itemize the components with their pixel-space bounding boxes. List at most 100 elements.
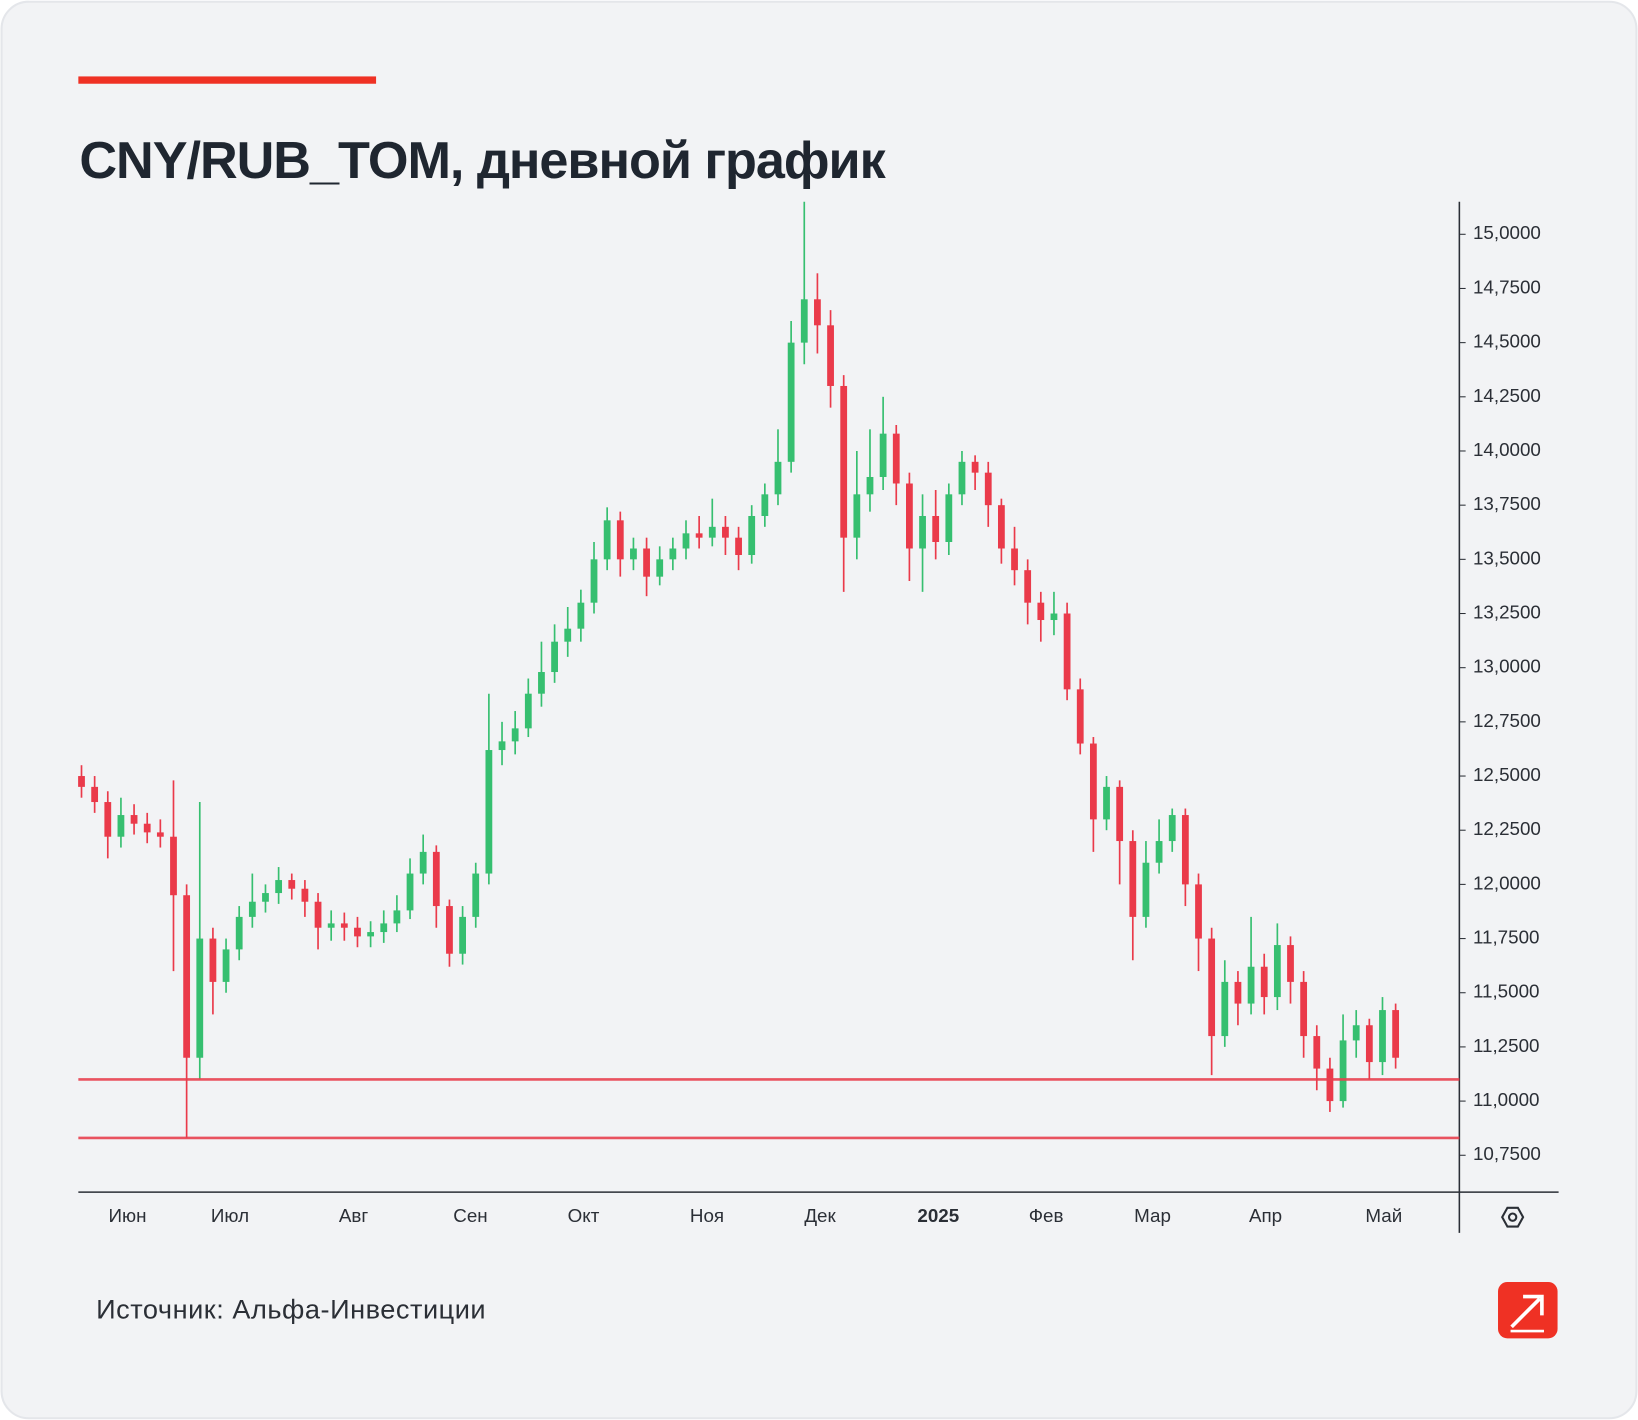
y-tick-label: 11,5000 [1473,981,1540,1002]
candle-body [1103,786,1110,820]
candle-body [406,873,414,911]
candle-body [669,548,677,560]
y-tick-label: 14,7500 [1473,276,1541,297]
candle-body [774,461,782,495]
candle-body [143,823,151,833]
candle-body [1287,945,1294,982]
y-tick-label: 12,2500 [1473,818,1541,839]
candle-body [958,461,966,495]
candle-body [367,932,375,937]
candle-body [1234,981,1242,1004]
settings-dot [1507,1212,1518,1222]
candle-body [511,728,519,742]
candles [78,201,1400,1138]
x-tick-label: Май [1365,1205,1402,1226]
candle-body [1339,1040,1347,1102]
y-tick-label: 11,2500 [1473,1035,1540,1056]
candle-body [340,923,348,928]
candle-body [656,559,664,577]
candle-body [1089,743,1097,820]
candle-body [1326,1068,1334,1102]
y-tick-label: 12,5000 [1473,764,1541,785]
candle-body [393,910,401,924]
candle-body [117,815,125,837]
logo-arrow [1510,1294,1544,1329]
candle-body [892,433,900,484]
candle-body [485,750,493,874]
candle-body [919,515,926,549]
candle-body [1352,1025,1360,1041]
y-tick-label: 12,0000 [1473,872,1541,893]
candle-body [945,494,953,543]
candle-body [590,559,598,603]
x-tick-label: Авг [339,1205,369,1226]
y-tick-label: 11,7500 [1473,927,1540,948]
candle-body [853,494,861,538]
candle-body [419,851,427,874]
candle-body [498,741,506,751]
candle-body [1195,884,1202,939]
candle-body [827,325,834,386]
candle-body [971,461,979,473]
candle-body [1392,1010,1400,1058]
candle-body [1379,1010,1386,1063]
y-tick-label: 14,2500 [1473,385,1541,406]
candle-body [997,505,1005,549]
candle-body [327,923,335,928]
x-tick-label: Апр [1249,1205,1282,1226]
candle-body [1300,981,1308,1037]
x-tick-label: Фев [1029,1205,1064,1226]
logo[interactable] [1498,1281,1558,1339]
y-tick-label: 10,7500 [1473,1143,1541,1164]
settings-icon[interactable] [1501,1206,1525,1228]
x-tick-label: Июл [211,1205,249,1226]
candle-body [1116,786,1124,842]
candle-body [1260,966,1268,998]
candle-body [682,533,690,549]
x-tick-label: Дек [804,1205,836,1226]
y-tick-label: 13,7500 [1473,493,1541,514]
candle-body [1129,841,1137,917]
candle-body [1063,613,1071,690]
candle-body [722,526,729,538]
candle-body [577,602,585,629]
candle-body [814,299,821,326]
candle-body [156,832,164,837]
candle-body [275,880,283,894]
candle-body [1142,862,1150,917]
chart-title: CNY/RUB_TOM, дневной график [79,132,886,190]
x-tick-label: 2025 [917,1205,959,1226]
candle-body [787,342,795,462]
candle-body [840,385,848,538]
candle-body [314,901,322,928]
candle-body [630,548,637,560]
candle-body [432,851,440,907]
candle-body [1037,602,1045,621]
candle-body [984,472,992,506]
candle-body [616,520,624,560]
candle-body [222,949,230,982]
candle-body [1181,815,1189,885]
candle-body [1155,841,1163,863]
candle-body [695,533,703,538]
candle-body [879,433,887,477]
candle-body [301,888,309,902]
candle-body [196,938,204,1058]
candle-body [130,815,138,824]
y-tick-label: 13,5000 [1473,547,1541,568]
candle-body [235,916,243,950]
y-tick-label: 13,2500 [1473,601,1541,622]
candle-body [262,893,269,902]
x-tick-label: Июн [108,1205,146,1226]
candle-body [104,802,112,837]
settings-hexagon [1501,1206,1525,1228]
x-tick-label: Мар [1134,1205,1171,1226]
candle-body [446,906,453,954]
candle-body [748,515,756,556]
candle-body [91,786,99,803]
candle-body [524,693,532,729]
